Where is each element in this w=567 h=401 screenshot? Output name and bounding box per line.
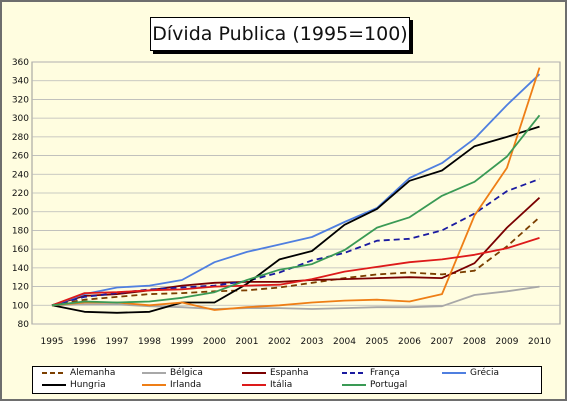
legend-item: Alemanha <box>41 368 115 378</box>
x-tick-label: 2000 <box>203 337 226 347</box>
legend-swatch <box>42 372 66 374</box>
legend-label: Portugal <box>370 380 408 390</box>
y-tick-label: 280 <box>12 133 29 143</box>
legend-item: França <box>341 368 400 378</box>
x-tick-label: 2009 <box>496 337 519 347</box>
legend-item: Itália <box>241 380 292 390</box>
legend-label: Alemanha <box>70 368 116 378</box>
series-line-itália <box>51 237 540 307</box>
y-tick-label: 220 <box>12 189 29 199</box>
x-tick-label: 1997 <box>106 337 129 347</box>
y-tick-label: 260 <box>12 152 29 162</box>
y-tick-label: 160 <box>12 245 29 255</box>
series-line-espanha <box>51 197 541 307</box>
y-tick-label: 320 <box>12 95 29 105</box>
legend-label: Bélgica <box>170 368 203 378</box>
legend-label: Hungria <box>70 380 106 390</box>
x-tick-label: 2006 <box>398 337 421 347</box>
legend-item: Portugal <box>341 380 407 390</box>
x-tick-label: 2004 <box>333 337 356 347</box>
series-line-portugal <box>51 114 541 307</box>
x-tick-label: 2005 <box>366 337 389 347</box>
x-tick-label: 2008 <box>463 337 486 347</box>
x-tick-label: 2003 <box>301 337 324 347</box>
legend-item: Hungria <box>41 380 106 390</box>
legend-item: Irlanda <box>141 380 201 390</box>
x-tick-label: 2007 <box>431 337 454 347</box>
y-tick-label: 360 <box>12 58 29 68</box>
y-tick-label: 180 <box>12 226 29 236</box>
legend-item: Espanha <box>241 368 309 378</box>
y-tick-label: 240 <box>12 170 29 180</box>
legend-swatch <box>42 384 66 386</box>
y-tick-label: 120 <box>12 283 29 293</box>
legend-swatch <box>142 372 166 374</box>
legend-swatch <box>342 372 366 374</box>
series-line-alemanha <box>51 216 541 307</box>
series-line-grécia <box>51 73 541 307</box>
y-tick-label: 340 <box>12 77 29 87</box>
chart-title: Dívida Publica (1995=100) <box>152 23 408 45</box>
x-tick-label: 1995 <box>41 337 64 347</box>
y-tick-label: 140 <box>12 264 29 274</box>
x-tick-label: 1998 <box>138 337 161 347</box>
legend-swatch <box>242 372 266 374</box>
x-tick-label: 2001 <box>236 337 259 347</box>
legend-swatch <box>242 384 266 386</box>
y-tick-label: 80 <box>18 320 30 330</box>
legend-swatch <box>342 384 366 386</box>
x-tick-label: 2010 <box>528 337 551 347</box>
legend-label: Espanha <box>270 368 309 378</box>
legend: Alemanha Bélgica Espanha França Grécia Hungri… <box>32 366 542 394</box>
legend-swatch <box>142 384 166 386</box>
series-line-bélgica <box>51 285 540 310</box>
x-tick-label: 2002 <box>268 337 291 347</box>
series-line-hungria <box>51 125 540 314</box>
legend-label: Grécia <box>470 368 499 378</box>
legend-label: Irlanda <box>170 380 202 390</box>
chart-title-box: Dívida Publica (1995=100) <box>150 17 410 51</box>
x-tick-label: 1996 <box>73 337 96 347</box>
x-tick-label: 1999 <box>171 337 194 347</box>
legend-swatch <box>442 372 466 374</box>
y-tick-label: 300 <box>12 114 29 124</box>
legend-label: Itália <box>270 380 293 390</box>
legend-item: Grécia <box>441 368 499 378</box>
legend-item: Bélgica <box>141 368 203 378</box>
legend-label: França <box>370 368 400 378</box>
y-tick-label: 100 <box>12 301 29 311</box>
y-tick-label: 200 <box>12 208 29 218</box>
series-line-irlanda <box>51 67 541 311</box>
